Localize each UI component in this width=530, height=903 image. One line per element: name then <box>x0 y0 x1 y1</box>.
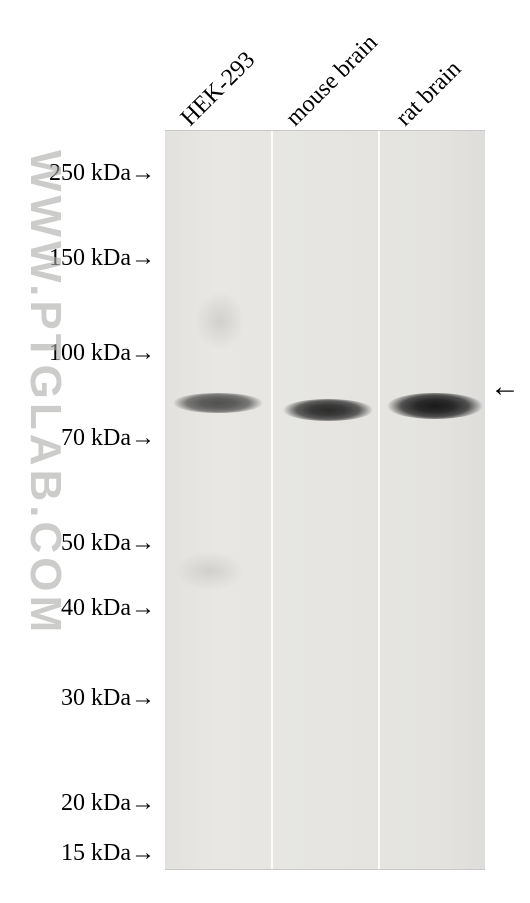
marker-label: 20 kDa→ <box>0 790 155 817</box>
lane-divider <box>378 131 380 869</box>
protein-band <box>173 393 263 413</box>
lane-label: rat brain <box>391 56 467 132</box>
protein-band <box>387 393 483 419</box>
lane-labels-group: HEK-293 mouse brain rat brain <box>0 0 530 130</box>
blot-smudge <box>175 551 245 591</box>
lane-label: HEK-293 <box>176 47 261 132</box>
marker-label: 15 kDa→ <box>0 840 155 867</box>
watermark-text: WWW.PTGLAB.COM <box>20 150 70 636</box>
lane-label: mouse brain <box>281 29 384 132</box>
lane-divider <box>271 131 273 869</box>
marker-label: 30 kDa→ <box>0 685 155 712</box>
protein-band <box>283 399 373 421</box>
blot-smudge <box>195 291 245 351</box>
target-band-arrow-icon: ← <box>490 370 520 404</box>
blot-membrane <box>165 130 485 870</box>
western-blot-figure: HEK-293 mouse brain rat brain 250 kDa→ 1… <box>0 0 530 903</box>
